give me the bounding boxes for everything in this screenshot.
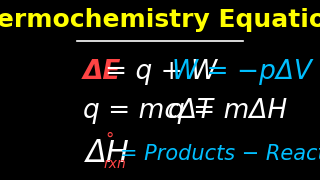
Text: rxn: rxn [103,157,126,170]
Text: = q + W: = q + W [105,59,218,85]
Text: ΔH: ΔH [86,139,130,168]
Text: q = mcΔT: q = mcΔT [83,98,212,124]
Text: W = −pΔV: W = −pΔV [172,59,312,85]
Text: °: ° [105,131,114,149]
Text: Thermochemistry Equations: Thermochemistry Equations [0,8,320,32]
Text: = Products − Reactants: = Products − Reactants [120,144,320,164]
Text: q = mΔH: q = mΔH [168,98,288,124]
Text: ΔE: ΔE [83,59,121,85]
